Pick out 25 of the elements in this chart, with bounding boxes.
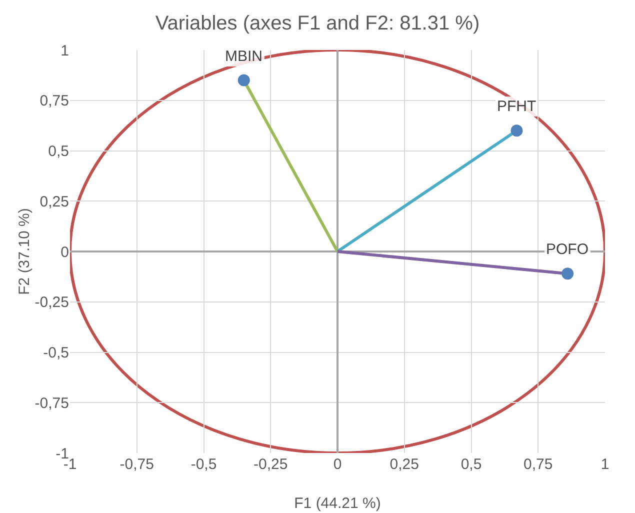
x-tick-label: -0,5	[190, 456, 217, 473]
x-tick-label: 0	[333, 456, 342, 473]
y-tick-label: 0,5	[48, 143, 69, 160]
y-tick-label: -0,75	[34, 394, 69, 412]
point	[510, 124, 523, 137]
y-tick-label: 1	[60, 42, 69, 60]
x-axis-title: F1 (44.21 %)	[294, 495, 381, 512]
annotation: PFHT	[497, 98, 536, 115]
y-tick-label: -0,25	[34, 294, 69, 312]
y-tick-label: -0,5	[43, 344, 69, 362]
y-tick-label: 0,75	[40, 92, 69, 110]
y-tick-label: 0	[60, 244, 69, 261]
point	[562, 268, 574, 280]
point	[238, 74, 250, 86]
x-tick-label: 0,5	[460, 456, 482, 473]
annotation: MBIN	[225, 48, 262, 65]
y-axis-title: F2 (37.10 %)	[16, 208, 33, 295]
x-tick-label: 0,75	[524, 456, 553, 473]
x-tick-label: 1	[600, 456, 610, 473]
y-tick-label: 0,25	[40, 193, 69, 210]
x-tick-label: -0,25	[254, 456, 288, 473]
annotation: POFO	[546, 241, 589, 258]
x-tick-label: 0,25	[390, 456, 419, 473]
x-tick-label: -0,75	[120, 456, 154, 473]
chart-title: Variables (axes F1 and F2: 81.31 %)	[155, 12, 480, 34]
